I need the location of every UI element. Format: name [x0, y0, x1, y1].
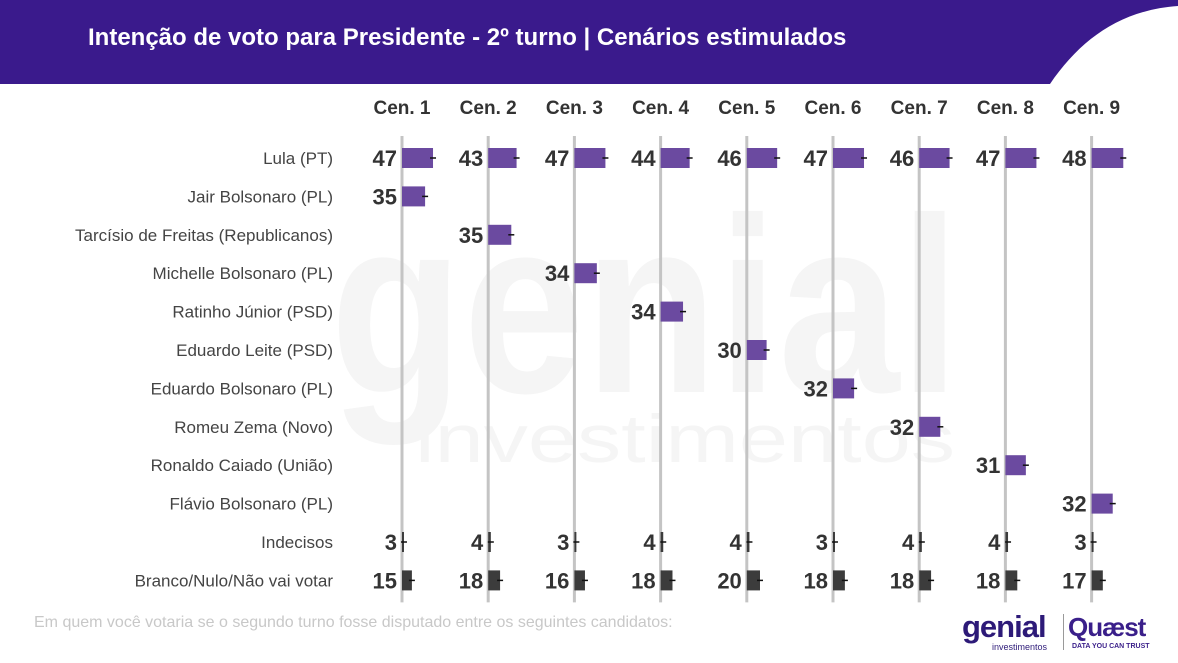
value-label-branco-nulo-nao-vai-votar-cen-6: 18 — [804, 568, 828, 593]
bar-lula-pt-cen-4 — [660, 148, 690, 168]
bar-lula-pt-cen-2 — [488, 148, 517, 168]
bar-michelle-bolsonaro-pl-cen-3 — [574, 263, 597, 284]
value-label-branco-nulo-nao-vai-votar-cen-2: 18 — [459, 568, 483, 593]
row-label-michelle-bolsonaro-pl: Michelle Bolsonaro (PL) — [153, 264, 333, 283]
value-label-eduardo-bolsonaro-pl-cen-6: 32 — [804, 376, 828, 401]
value-label-indecisos-cen-5: 4 — [730, 530, 743, 555]
value-label-lula-pt-cen-4: 44 — [631, 146, 656, 171]
scenario-label-cen-6: Cen. 6 — [804, 98, 861, 119]
row-label-eduardo-leite-psd: Eduardo Leite (PSD) — [176, 341, 333, 360]
bar-branco-nulo-nao-vai-votar-cen-5 — [746, 570, 760, 591]
value-label-lula-pt-cen-2: 43 — [459, 146, 483, 171]
bar-branco-nulo-nao-vai-votar-cen-9 — [1091, 570, 1103, 591]
value-label-romeu-zema-novo-cen-7: 32 — [890, 415, 914, 440]
value-label-ronaldo-caiado-uniao-cen-8: 31 — [976, 453, 1000, 478]
row-label-jair-bolsonaro-pl: Jair Bolsonaro (PL) — [187, 187, 333, 206]
value-label-lula-pt-cen-8: 47 — [976, 146, 1000, 171]
value-label-lula-pt-cen-7: 46 — [890, 146, 914, 171]
page-title: Intenção de voto para Presidente - 2º tu… — [88, 24, 847, 51]
row-label-branco-nulo-nao-vai-votar: Branco/Nulo/Não vai votar — [135, 571, 334, 590]
value-label-branco-nulo-nao-vai-votar-cen-5: 20 — [717, 568, 741, 593]
value-label-lula-pt-cen-3: 47 — [545, 146, 569, 171]
quaest-logo: Quæst DATA YOU CAN TRUST — [1068, 612, 1168, 651]
value-label-eduardo-leite-psd-cen-5: 30 — [717, 338, 741, 363]
row-label-lula-pt: Lula (PT) — [263, 149, 333, 168]
bar-jair-bolsonaro-pl-cen-1 — [402, 186, 426, 207]
value-label-branco-nulo-nao-vai-votar-cen-9: 17 — [1062, 568, 1086, 593]
bar-eduardo-leite-psd-cen-5 — [746, 340, 767, 360]
value-label-branco-nulo-nao-vai-votar-cen-8: 18 — [976, 568, 1000, 593]
scenario-label-cen-9: Cen. 9 — [1063, 98, 1120, 119]
bar-branco-nulo-nao-vai-votar-cen-6 — [833, 570, 845, 591]
bar-flavio-bolsonaro-pl-cen-9 — [1091, 493, 1113, 514]
genial-logo-subtitle: investimentos — [992, 642, 1048, 652]
bar-branco-nulo-nao-vai-votar-cen-2 — [488, 570, 501, 591]
value-label-michelle-bolsonaro-pl-cen-3: 34 — [545, 261, 570, 286]
bar-branco-nulo-nao-vai-votar-cen-4 — [660, 570, 673, 591]
value-label-indecisos-cen-2: 4 — [471, 530, 484, 555]
value-label-indecisos-cen-7: 4 — [902, 530, 915, 555]
bar-lula-pt-cen-6 — [833, 148, 865, 168]
scenario-label-cen-7: Cen. 7 — [891, 98, 948, 119]
bar-branco-nulo-nao-vai-votar-cen-7 — [919, 570, 932, 591]
value-label-lula-pt-cen-6: 47 — [804, 146, 828, 171]
scenario-label-cen-4: Cen. 4 — [632, 98, 689, 119]
value-label-flavio-bolsonaro-pl-cen-9: 32 — [1062, 492, 1086, 517]
value-label-indecisos-cen-3: 3 — [557, 530, 569, 555]
scenario-label-cen-1: Cen. 1 — [373, 98, 430, 119]
value-label-lula-pt-cen-5: 46 — [717, 146, 741, 171]
chart: Cen. 1 Cen. 2 Cen. 3 Cen. 4 Cen. 5 Cen. 6 Cen.… — [75, 98, 1127, 603]
scenario-label-cen-3: Cen. 3 — [546, 98, 603, 119]
header-background — [0, 0, 1178, 84]
scenario-label-cen-5: Cen. 5 — [718, 98, 775, 119]
row-label-ratinho-junior-psd: Ratinho Júnior (PSD) — [172, 303, 333, 322]
value-label-tarcisio-de-freitas-republicanos-cen-2: 35 — [459, 223, 483, 248]
row-label-indecisos: Indecisos — [261, 533, 333, 552]
bar-lula-pt-cen-5 — [746, 148, 778, 168]
bar-branco-nulo-nao-vai-votar-cen-1 — [402, 570, 412, 591]
bar-eduardo-bolsonaro-pl-cen-6 — [833, 378, 855, 399]
bar-branco-nulo-nao-vai-votar-cen-3 — [574, 570, 585, 591]
bar-lula-pt-cen-8 — [1005, 148, 1037, 168]
bar-ronaldo-caiado-uniao-cen-8 — [1005, 455, 1026, 476]
value-label-indecisos-cen-6: 3 — [816, 530, 828, 555]
bar-lula-pt-cen-7 — [919, 148, 950, 168]
value-label-lula-pt-cen-1: 47 — [373, 146, 397, 171]
row-label-eduardo-bolsonaro-pl: Eduardo Bolsonaro (PL) — [151, 379, 333, 398]
quaest-logo-wordmark: Quæst — [1068, 612, 1146, 642]
row-label-tarcisio-de-freitas-republicanos: Tarcísio de Freitas (Republicanos) — [75, 226, 333, 245]
header-banner: Intenção de voto para Presidente - 2º tu… — [0, 0, 1178, 84]
bar-lula-pt-cen-3 — [574, 148, 606, 168]
footnote: Em quem você votaria se o segundo turno … — [34, 614, 673, 631]
quaest-logo-tagline: DATA YOU CAN TRUST — [1072, 643, 1150, 650]
value-label-branco-nulo-nao-vai-votar-cen-1: 15 — [373, 568, 397, 593]
value-label-indecisos-cen-4: 4 — [643, 530, 656, 555]
value-label-jair-bolsonaro-pl-cen-1: 35 — [373, 184, 397, 209]
bar-lula-pt-cen-1 — [402, 148, 434, 168]
bar-branco-nulo-nao-vai-votar-cen-8 — [1005, 570, 1018, 591]
row-label-ronaldo-caiado-uniao: Ronaldo Caiado (União) — [151, 456, 333, 475]
value-label-ratinho-junior-psd-cen-4: 34 — [631, 300, 656, 325]
value-label-lula-pt-cen-9: 48 — [1062, 146, 1086, 171]
value-label-indecisos-cen-1: 3 — [385, 530, 397, 555]
scenario-label-cen-2: Cen. 2 — [460, 98, 517, 119]
scenario-label-cen-8: Cen. 8 — [977, 98, 1034, 119]
value-label-branco-nulo-nao-vai-votar-cen-4: 18 — [631, 568, 655, 593]
value-label-indecisos-cen-9: 3 — [1074, 530, 1086, 555]
bar-romeu-zema-novo-cen-7 — [919, 416, 941, 437]
value-label-indecisos-cen-8: 4 — [988, 530, 1001, 555]
value-label-branco-nulo-nao-vai-votar-cen-7: 18 — [890, 568, 914, 593]
logo-divider — [1063, 614, 1064, 650]
genial-logo: genial investimentos — [962, 609, 1062, 652]
value-label-branco-nulo-nao-vai-votar-cen-3: 16 — [545, 568, 569, 593]
row-label-romeu-zema-novo: Romeu Zema (Novo) — [174, 418, 333, 437]
genial-logo-wordmark: genial — [962, 609, 1047, 644]
bar-tarcisio-de-freitas-republicanos-cen-2 — [488, 224, 512, 245]
row-label-flavio-bolsonaro-pl: Flávio Bolsonaro (PL) — [170, 495, 333, 514]
bar-ratinho-junior-psd-cen-4 — [660, 301, 684, 322]
bar-lula-pt-cen-9 — [1091, 148, 1124, 168]
